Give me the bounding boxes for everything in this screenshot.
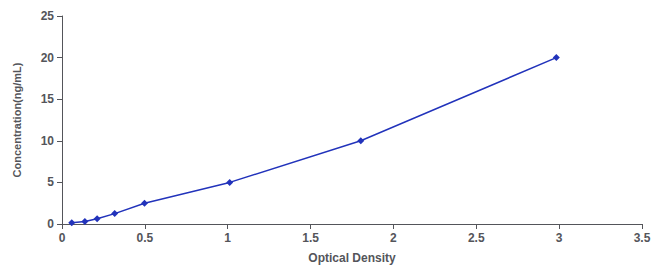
svg-text:0.5: 0.5: [137, 231, 154, 245]
svg-text:Concentration(ng/mL): Concentration(ng/mL): [11, 62, 23, 177]
svg-text:0: 0: [59, 231, 66, 245]
svg-text:10: 10: [41, 134, 55, 148]
svg-text:3: 3: [556, 231, 563, 245]
svg-text:Optical Density: Optical Density: [308, 251, 396, 265]
svg-text:20: 20: [41, 51, 55, 65]
svg-text:3.5: 3.5: [634, 231, 651, 245]
svg-text:2: 2: [390, 231, 397, 245]
svg-text:0: 0: [47, 217, 54, 231]
svg-text:5: 5: [47, 175, 54, 189]
svg-text:25: 25: [41, 9, 55, 23]
svg-text:2.5: 2.5: [468, 231, 485, 245]
svg-text:1.5: 1.5: [302, 231, 319, 245]
svg-text:1: 1: [224, 231, 231, 245]
svg-text:15: 15: [41, 92, 55, 106]
